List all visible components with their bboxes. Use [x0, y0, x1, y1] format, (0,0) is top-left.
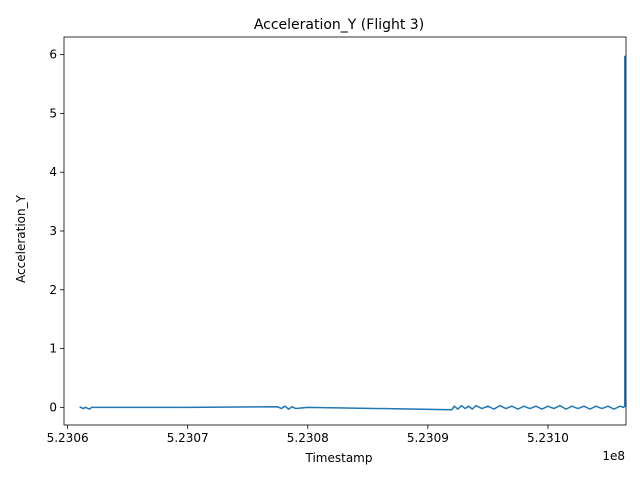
- x-tick-label: 5.2306: [47, 431, 89, 445]
- x-tick-label: 5.2309: [407, 431, 449, 445]
- y-tick-label: 5: [49, 106, 57, 120]
- x-tick-label: 5.2308: [287, 431, 329, 445]
- x-axis-offset-label: 1e8: [602, 449, 625, 463]
- y-tick-label: 3: [49, 224, 57, 238]
- y-tick-label: 2: [49, 283, 57, 297]
- y-tick-label: 4: [49, 165, 57, 179]
- y-axis-label: Acceleration_Y: [14, 194, 28, 283]
- x-axis-label: Timestamp: [305, 451, 373, 465]
- x-tick-label: 5.2310: [527, 431, 569, 445]
- x-tick-label: 5.2307: [167, 431, 209, 445]
- chart-title: Acceleration_Y (Flight 3): [254, 17, 424, 33]
- plot-area: 5.2306 5.2307 5.2308 5.2309 5.2310 0 1 2 3 4 5 6: [47, 36, 627, 445]
- series-line-0: [79, 55, 626, 411]
- y-tick-label: 1: [49, 342, 57, 356]
- y-tick-label: 0: [49, 400, 57, 414]
- y-tick-label: 6: [49, 48, 57, 62]
